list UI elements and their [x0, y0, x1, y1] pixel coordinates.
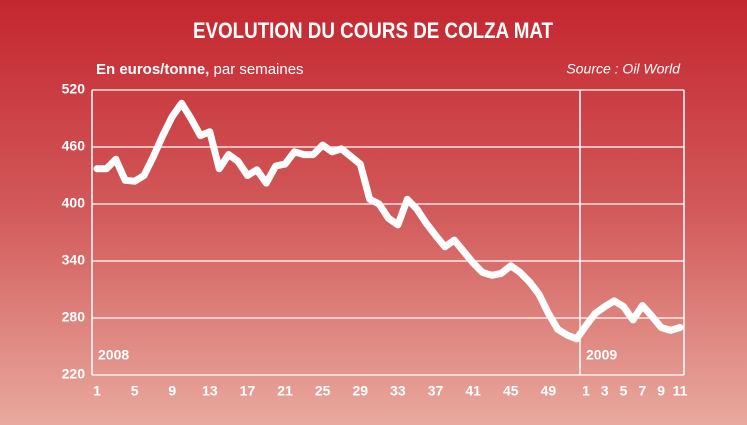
- y-tick-label: 220: [62, 366, 86, 382]
- x-tick-label: 5: [131, 383, 139, 399]
- subtitle-text: par semaines: [214, 61, 304, 78]
- x-tick-label: 13: [202, 383, 218, 399]
- x-tick-label: 41: [465, 383, 481, 399]
- y-tick-label: 340: [62, 252, 86, 268]
- year-label: 2009: [586, 347, 617, 363]
- x-tick-label: 9: [168, 383, 176, 399]
- year-label: 2008: [98, 347, 129, 363]
- y-tick-label: 400: [62, 195, 86, 211]
- x-tick-label: 3: [601, 383, 609, 399]
- y-tick-label: 280: [62, 309, 86, 325]
- x-tick-label: 29: [353, 383, 369, 399]
- x-tick-label: 17: [240, 383, 256, 399]
- x-tick-label: 33: [390, 383, 406, 399]
- x-tick-label: 9: [657, 383, 665, 399]
- x-tick-label: 37: [428, 383, 444, 399]
- chart-title: EVOLUTION DU COURS DE COLZA MAT: [193, 18, 553, 43]
- x-tick-label: 25: [315, 383, 331, 399]
- y-tick-label: 460: [62, 138, 86, 154]
- source: Source : Oil World: [566, 61, 681, 77]
- x-tick-label: 49: [541, 383, 557, 399]
- x-tick-label: 5: [620, 383, 628, 399]
- y-label: En euros/tonne,: [96, 61, 209, 78]
- y-tick-label: 520: [62, 81, 86, 97]
- x-tick-label: 7: [638, 383, 646, 399]
- x-tick-label: 1: [582, 383, 590, 399]
- x-tick-label: 21: [277, 383, 293, 399]
- subtitle: En euros/tonne, par semaines: [96, 61, 304, 78]
- data-line: [93, 99, 684, 343]
- x-tick-label: 11: [673, 383, 688, 399]
- x-tick-label: 1: [93, 383, 101, 399]
- x-tick-label: 45: [503, 383, 519, 399]
